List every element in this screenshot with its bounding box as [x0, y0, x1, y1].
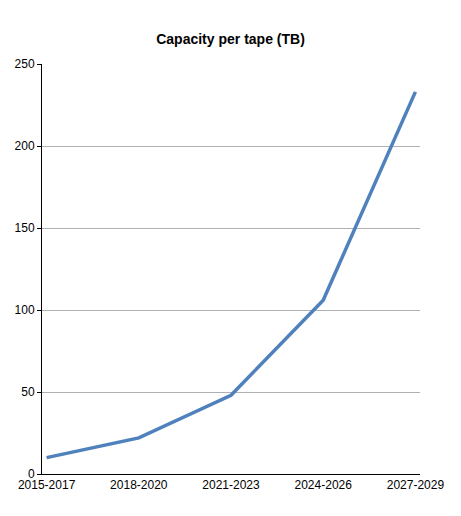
svg-text:150: 150 [15, 221, 35, 235]
svg-text:100: 100 [15, 303, 35, 317]
svg-text:Capacity per tape (TB): Capacity per tape (TB) [156, 31, 305, 47]
svg-text:2015-2017: 2015-2017 [18, 478, 76, 492]
svg-text:2018-2020: 2018-2020 [110, 478, 168, 492]
svg-text:200: 200 [15, 139, 35, 153]
svg-text:2027-2029: 2027-2029 [387, 478, 445, 492]
svg-text:250: 250 [15, 57, 35, 71]
svg-text:0: 0 [28, 467, 35, 481]
svg-text:2024-2026: 2024-2026 [295, 478, 353, 492]
svg-text:2021-2023: 2021-2023 [202, 478, 260, 492]
svg-text:50: 50 [21, 385, 35, 399]
